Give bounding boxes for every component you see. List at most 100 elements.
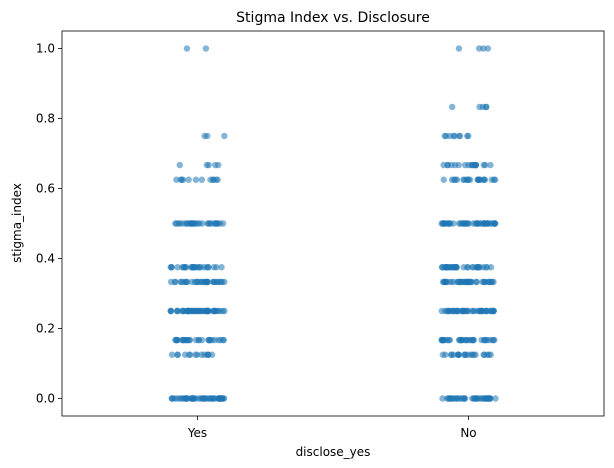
plot-frame (61, 30, 605, 417)
data-point (455, 161, 462, 169)
data-point (439, 264, 446, 271)
data-point (212, 161, 219, 169)
data-point (488, 307, 495, 315)
data-point (213, 264, 220, 271)
data-point (441, 132, 448, 140)
points-layer (167, 45, 499, 402)
data-point (480, 264, 487, 271)
data-point (440, 176, 447, 183)
data-point (445, 336, 452, 344)
data-point (179, 264, 186, 271)
data-point (205, 307, 212, 315)
data-point (204, 278, 212, 286)
data-point (181, 395, 189, 402)
data-point (199, 220, 206, 227)
data-point (221, 132, 228, 140)
data-point (205, 161, 212, 169)
data-point (218, 264, 225, 271)
data-point (486, 336, 493, 344)
data-point (465, 176, 472, 183)
data-point (448, 103, 456, 111)
data-point (452, 264, 460, 271)
data-point (216, 395, 223, 402)
data-point (219, 220, 227, 227)
data-point (219, 307, 227, 315)
data-point (484, 220, 492, 227)
x-tick-label: No (460, 426, 476, 440)
data-point (213, 220, 220, 227)
data-point (469, 336, 477, 344)
y-tick-label: 0.8 (36, 112, 55, 126)
data-point (468, 161, 475, 169)
data-point (168, 351, 176, 358)
data-point (210, 307, 217, 315)
data-point (439, 278, 447, 286)
y-tick-label: 0.4 (36, 252, 55, 266)
data-point (173, 176, 180, 183)
data-point (461, 161, 469, 169)
data-point (470, 395, 477, 402)
data-point (183, 45, 191, 52)
data-point (478, 307, 485, 315)
data-point (438, 307, 445, 315)
data-point (477, 176, 484, 183)
data-point (444, 161, 451, 169)
data-point (204, 132, 211, 140)
data-point (450, 220, 457, 227)
data-point (455, 336, 463, 344)
data-point (439, 351, 447, 358)
data-point (185, 176, 192, 183)
data-point (448, 351, 455, 358)
data-point (482, 161, 489, 169)
data-point (486, 395, 494, 402)
data-point (204, 220, 212, 227)
data-point (195, 395, 203, 402)
data-point (490, 278, 497, 286)
data-point (468, 351, 476, 358)
data-point (188, 307, 195, 315)
data-point (465, 132, 472, 140)
y-tick-label: 0.6 (36, 182, 55, 196)
data-point (174, 264, 181, 271)
data-point (168, 264, 175, 271)
data-point (460, 395, 467, 402)
data-point (455, 132, 463, 140)
chart-title: Stigma Index vs. Disclosure (236, 10, 430, 26)
data-point (179, 220, 186, 227)
data-point (194, 264, 202, 271)
data-point (211, 336, 218, 344)
data-point (481, 176, 488, 183)
y-tick-label: 0.0 (36, 392, 55, 406)
data-point (206, 336, 214, 344)
data-point (460, 220, 468, 227)
data-point (439, 395, 446, 402)
y-axis-label: stigma_index (10, 183, 24, 263)
data-point (464, 278, 471, 286)
data-point (176, 161, 183, 169)
data-point (215, 307, 222, 315)
data-point (455, 351, 462, 358)
data-point (455, 278, 462, 286)
data-point (452, 307, 459, 315)
data-point (192, 351, 199, 358)
data-point (168, 395, 175, 402)
data-point (473, 264, 481, 271)
data-point (198, 176, 206, 183)
x-axis-label: disclose_yes (296, 445, 371, 459)
data-point (487, 264, 495, 271)
data-point (479, 103, 487, 111)
data-point (481, 278, 489, 286)
data-point (455, 45, 463, 52)
data-point (439, 220, 446, 227)
data-point (182, 336, 190, 344)
data-point (192, 176, 200, 183)
data-point (174, 351, 181, 358)
x-tick-label: Yes (187, 426, 207, 440)
data-point (213, 278, 221, 286)
x-axis: Yes No (187, 416, 477, 440)
data-point (205, 264, 212, 271)
data-point (443, 307, 450, 315)
data-point (491, 336, 498, 344)
data-point (198, 351, 205, 358)
